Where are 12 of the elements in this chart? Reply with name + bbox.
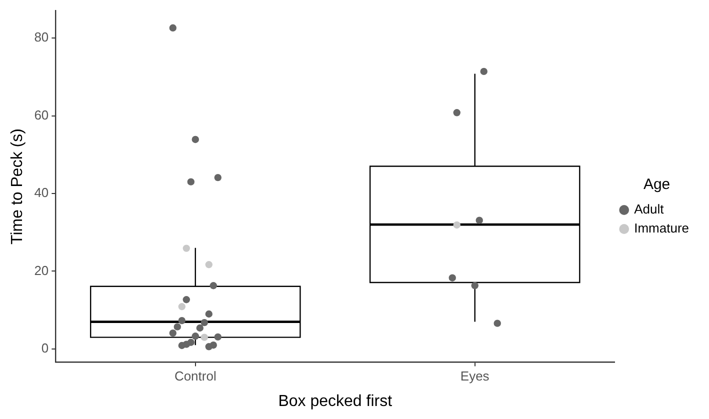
legend-title: Age [643, 176, 670, 194]
y-tick-label: 20 [34, 262, 49, 278]
y-tick-label: 60 [34, 107, 49, 122]
x-tick-label: Eyes [460, 368, 490, 384]
legend-label: Immature [634, 220, 690, 236]
x-axis-title: Box pecked first [278, 392, 393, 410]
legend-label: Adult [634, 202, 664, 217]
y-tick-label: 0 [41, 340, 49, 356]
y-tick-label: 40 [34, 185, 49, 200]
y-tick-label: 80 [34, 30, 49, 45]
x-tick-label: Control [174, 368, 216, 384]
y-axis-title: Time to Peck (s) [9, 128, 26, 244]
